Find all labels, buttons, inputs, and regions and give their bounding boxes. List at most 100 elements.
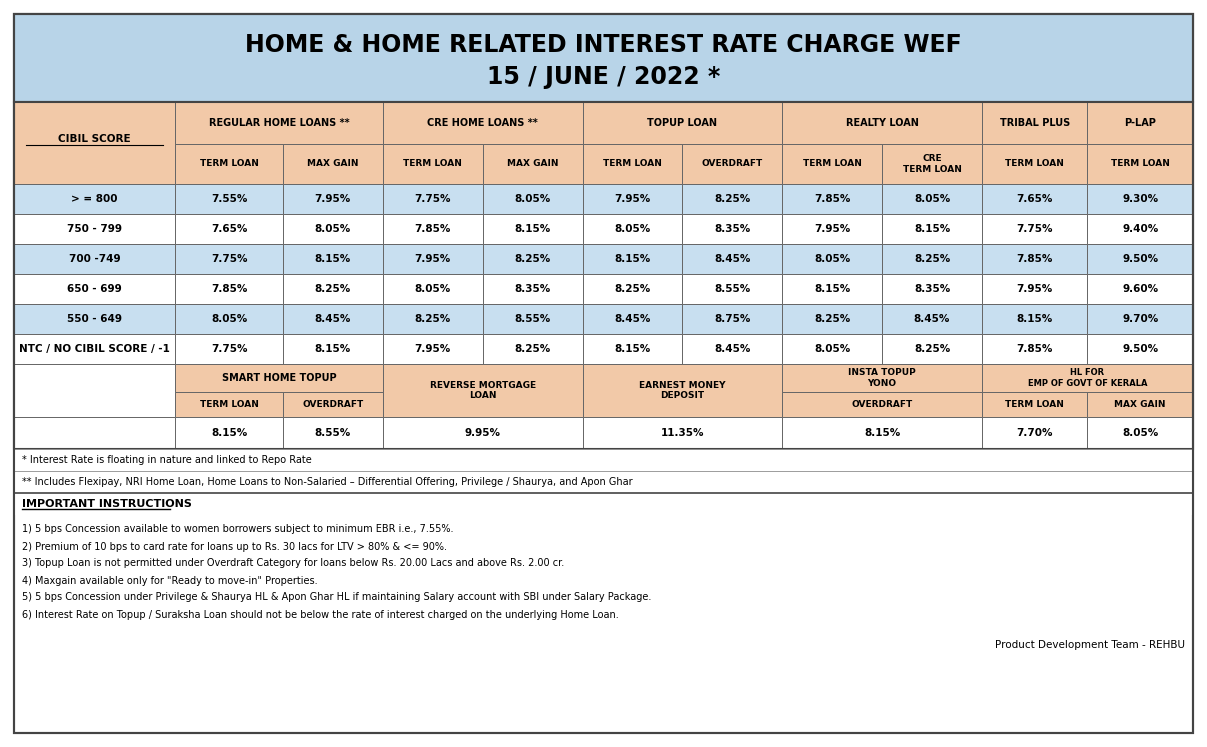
Bar xyxy=(882,184,982,214)
Text: NTC / NO CIBIL SCORE / -1: NTC / NO CIBIL SCORE / -1 xyxy=(19,344,170,354)
Bar xyxy=(175,334,282,364)
Bar xyxy=(483,274,583,304)
Text: > = 800: > = 800 xyxy=(71,194,118,204)
Bar xyxy=(14,364,175,417)
Text: 8.15%: 8.15% xyxy=(614,254,651,264)
Bar xyxy=(782,417,982,449)
Text: REVERSE MORTGAGE
LOAN: REVERSE MORTGAGE LOAN xyxy=(430,381,536,400)
Text: 7.95%: 7.95% xyxy=(1016,284,1053,294)
Text: REALTY LOAN: REALTY LOAN xyxy=(846,118,919,128)
Bar xyxy=(175,364,383,392)
Bar xyxy=(282,334,383,364)
Bar xyxy=(882,334,982,364)
Bar xyxy=(383,274,483,304)
Bar xyxy=(282,392,383,417)
Bar xyxy=(282,304,383,334)
Bar xyxy=(1088,214,1193,244)
Bar xyxy=(682,144,782,184)
Text: MAX GAIN: MAX GAIN xyxy=(1114,400,1166,409)
Text: REGULAR HOME LOANS **: REGULAR HOME LOANS ** xyxy=(209,118,349,128)
Text: 7.95%: 7.95% xyxy=(614,194,651,204)
Text: 7.95%: 7.95% xyxy=(414,254,451,264)
Text: 7.75%: 7.75% xyxy=(211,254,247,264)
Bar xyxy=(583,144,682,184)
Text: OVERDRAFT: OVERDRAFT xyxy=(851,400,912,409)
Text: CRE HOME LOANS **: CRE HOME LOANS ** xyxy=(427,118,538,128)
Text: 8.35%: 8.35% xyxy=(914,284,950,294)
Bar xyxy=(1088,392,1193,417)
Bar xyxy=(14,304,175,334)
Bar xyxy=(282,144,383,184)
Bar xyxy=(14,493,1193,515)
Text: 9.30%: 9.30% xyxy=(1123,194,1159,204)
Text: 8.25%: 8.25% xyxy=(315,284,351,294)
Text: * Interest Rate is floating in nature and linked to Repo Rate: * Interest Rate is floating in nature an… xyxy=(22,455,311,465)
Bar xyxy=(982,417,1088,449)
Bar xyxy=(682,334,782,364)
Bar xyxy=(175,102,383,144)
Text: 8.05%: 8.05% xyxy=(315,224,351,234)
Text: TERM LOAN: TERM LOAN xyxy=(1110,160,1170,169)
Text: 8.05%: 8.05% xyxy=(414,284,451,294)
Text: 7.70%: 7.70% xyxy=(1016,428,1053,438)
Bar xyxy=(1088,417,1193,449)
Bar xyxy=(982,244,1088,274)
Bar xyxy=(782,304,882,334)
Bar xyxy=(882,244,982,274)
Text: 8.45%: 8.45% xyxy=(914,314,950,324)
Bar xyxy=(1088,244,1193,274)
Text: SMART HOME TOPUP: SMART HOME TOPUP xyxy=(222,373,337,383)
Text: 8.35%: 8.35% xyxy=(715,224,751,234)
Bar xyxy=(583,274,682,304)
Text: 7.85%: 7.85% xyxy=(414,224,451,234)
Bar xyxy=(782,144,882,184)
Text: CRE
TERM LOAN: CRE TERM LOAN xyxy=(903,155,962,174)
Text: 700 -749: 700 -749 xyxy=(69,254,121,264)
Bar xyxy=(782,214,882,244)
Bar xyxy=(583,417,782,449)
Text: 8.05%: 8.05% xyxy=(814,254,850,264)
Text: 9.95%: 9.95% xyxy=(465,428,501,438)
Text: Product Development Team - REHBU: Product Development Team - REHBU xyxy=(995,640,1185,650)
Text: 7.85%: 7.85% xyxy=(1016,254,1053,264)
Text: 7.75%: 7.75% xyxy=(1016,224,1053,234)
Text: 8.15%: 8.15% xyxy=(614,344,651,354)
Text: 8.15%: 8.15% xyxy=(315,254,351,264)
Bar xyxy=(383,364,583,417)
Text: 8.45%: 8.45% xyxy=(614,314,651,324)
Bar xyxy=(1088,274,1193,304)
Bar xyxy=(483,144,583,184)
Text: 7.85%: 7.85% xyxy=(1016,344,1053,354)
Text: TRIBAL PLUS: TRIBAL PLUS xyxy=(999,118,1069,128)
Text: 9.70%: 9.70% xyxy=(1123,314,1159,324)
Bar xyxy=(583,184,682,214)
Text: 8.15%: 8.15% xyxy=(1016,314,1053,324)
Bar xyxy=(282,274,383,304)
Text: 8.25%: 8.25% xyxy=(914,344,950,354)
Bar xyxy=(14,449,1193,471)
Text: 7.55%: 7.55% xyxy=(211,194,247,204)
Bar xyxy=(982,214,1088,244)
Text: 8.25%: 8.25% xyxy=(914,254,950,264)
Bar xyxy=(175,392,282,417)
Text: CIBIL SCORE: CIBIL SCORE xyxy=(58,134,130,144)
Text: 750 - 799: 750 - 799 xyxy=(68,224,122,234)
Text: 8.15%: 8.15% xyxy=(315,344,351,354)
Text: 9.40%: 9.40% xyxy=(1123,224,1159,234)
Text: OVERDRAFT: OVERDRAFT xyxy=(302,400,363,409)
Bar xyxy=(782,102,982,144)
Bar xyxy=(282,417,383,449)
Text: 7.85%: 7.85% xyxy=(814,194,851,204)
Bar xyxy=(682,214,782,244)
Bar xyxy=(14,184,175,214)
Bar xyxy=(1088,304,1193,334)
Bar xyxy=(383,334,483,364)
Text: TERM LOAN: TERM LOAN xyxy=(199,400,258,409)
Bar xyxy=(682,244,782,274)
Text: 7.85%: 7.85% xyxy=(211,284,247,294)
Text: 8.55%: 8.55% xyxy=(715,284,751,294)
Bar xyxy=(982,144,1088,184)
Bar xyxy=(483,304,583,334)
Text: MAX GAIN: MAX GAIN xyxy=(507,160,559,169)
Bar xyxy=(1088,184,1193,214)
